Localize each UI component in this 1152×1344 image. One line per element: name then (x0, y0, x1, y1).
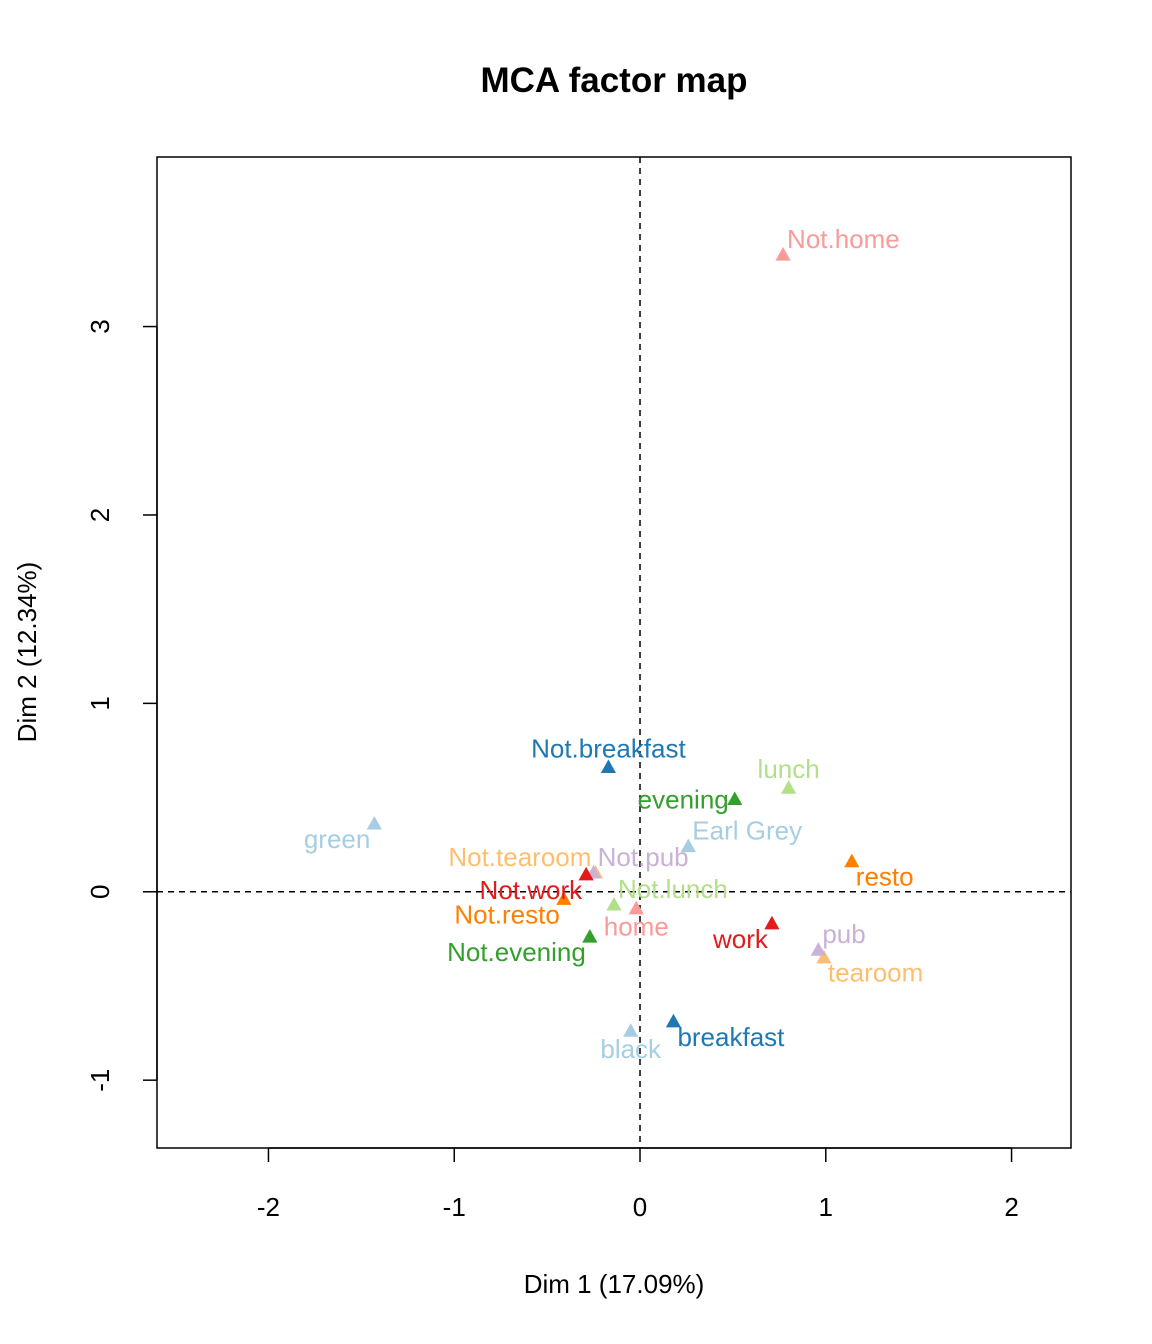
data-points: breakfast Not.breakfast Not.tearoom tearoom… (304, 224, 923, 1064)
x-axis: -2 -1 0 1 2 (257, 1147, 1019, 1222)
point-label-11: resto (856, 862, 914, 892)
point-label-18: green (304, 824, 371, 854)
chart-title: MCA factor map (480, 61, 747, 100)
point-label-14: home (604, 912, 669, 942)
y-tick-label: 2 (85, 508, 115, 522)
point-label-6: lunch (758, 754, 820, 784)
point-marker-11 (844, 853, 860, 868)
point-label-12: Not.work (480, 875, 584, 905)
point-label-7: Not.lunch (618, 874, 728, 904)
point-marker-14 (628, 900, 644, 915)
point-marker-16 (623, 1023, 639, 1037)
point-marker-9 (810, 942, 826, 956)
reference-lines (157, 157, 1071, 1148)
point-marker-4 (727, 791, 743, 806)
point-marker-17 (680, 838, 696, 853)
y-tick-label: 0 (85, 885, 115, 899)
point-marker-18 (366, 815, 382, 830)
point-marker-13 (764, 915, 780, 930)
point-marker-12 (578, 866, 594, 881)
plot-frame (156, 156, 1072, 1149)
point-label-1: Not.breakfast (531, 733, 686, 763)
point-marker-15 (775, 246, 791, 261)
point-label-9: pub (822, 919, 865, 949)
point-marker-3 (816, 949, 832, 964)
point-label-2: Not.tearoom (448, 842, 591, 872)
point-label-15: Not.home (787, 224, 900, 254)
x-tick-label: 1 (819, 1192, 833, 1222)
x-tick-label: -1 (443, 1192, 466, 1222)
point-label-16: black (600, 1034, 662, 1064)
point-label-17: Earl Grey (692, 816, 802, 846)
point-label-10: Not.resto (454, 899, 560, 929)
x-axis-label: Dim 1 (17.09%) (524, 1269, 705, 1299)
point-label-5: Not.evening (447, 937, 586, 967)
point-marker-6 (781, 780, 797, 794)
y-tick-label: 3 (85, 319, 115, 333)
x-tick-label: 0 (633, 1192, 647, 1222)
point-marker-7 (606, 896, 622, 911)
point-label-13: work (712, 924, 769, 954)
point-label-8: Not.pub (598, 842, 689, 872)
point-label-0: breakfast (677, 1022, 785, 1052)
x-tick-label: 2 (1004, 1192, 1018, 1222)
point-label-4: evening (638, 784, 729, 814)
point-marker-5 (582, 928, 598, 943)
y-axis: -1 0 1 2 3 (85, 319, 158, 1092)
y-axis-label: Dim 2 (12.34%) (12, 562, 42, 743)
y-tick-label: -1 (85, 1069, 115, 1092)
point-marker-1 (600, 759, 617, 774)
x-tick-label: -2 (257, 1192, 280, 1222)
point-marker-0 (665, 1013, 682, 1028)
point-marker-10 (556, 891, 572, 905)
point-label-3: tearoom (828, 958, 923, 988)
y-tick-label: 1 (85, 696, 115, 710)
